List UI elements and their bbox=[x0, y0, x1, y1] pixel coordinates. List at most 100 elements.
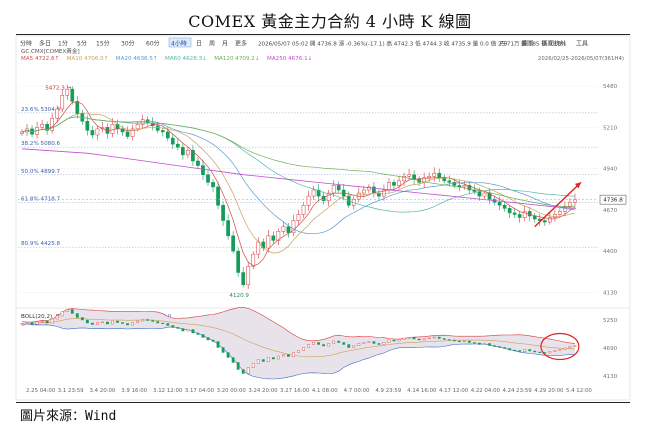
toolbar-button[interactable]: 區間統計 bbox=[542, 40, 566, 48]
candle-body bbox=[387, 182, 391, 191]
toolbar-button[interactable]: 畫圖 bbox=[521, 40, 533, 48]
boll-candle bbox=[106, 321, 109, 325]
boll-candle bbox=[156, 321, 160, 324]
period-tab[interactable]: 30分 bbox=[121, 40, 135, 48]
candle-body bbox=[196, 160, 200, 166]
trend-arrow-head bbox=[574, 182, 581, 189]
x-tick-label: 4.24 23:59 bbox=[502, 388, 532, 394]
boll-band-fill bbox=[22, 307, 575, 379]
boll-candle bbox=[206, 337, 210, 341]
boll-candle bbox=[573, 345, 577, 347]
candle-body bbox=[90, 130, 95, 136]
ma-legend-item: MA20 4636.5↑ bbox=[116, 55, 158, 62]
boll-candle bbox=[216, 341, 220, 348]
candle-body bbox=[432, 172, 437, 177]
boll-candle bbox=[196, 332, 200, 335]
price-tick-label: 4940 bbox=[603, 167, 618, 173]
boll-candle bbox=[231, 357, 235, 363]
period-tab[interactable]: 更多 bbox=[235, 40, 247, 48]
boll-candle bbox=[226, 352, 230, 358]
period-tab[interactable]: 分時 bbox=[20, 40, 32, 48]
candle-body bbox=[206, 174, 210, 183]
period-tab[interactable]: 4小時 bbox=[171, 40, 187, 48]
candle-body bbox=[522, 211, 527, 218]
boll-candle bbox=[126, 323, 129, 326]
boll-tick-label: 5250 bbox=[603, 318, 618, 324]
period-tab[interactable]: 月 bbox=[222, 41, 228, 48]
candle-body bbox=[60, 95, 65, 110]
fib-level-label: 50.0% 4899.7 bbox=[21, 169, 61, 175]
x-tick-label: 2.25 04:00 bbox=[26, 388, 56, 394]
candle-body bbox=[40, 124, 44, 128]
candle-body bbox=[306, 195, 311, 206]
toolbar-button[interactable]: F9 bbox=[500, 41, 507, 48]
ma-legend-item: MA250 4676.1↓ bbox=[267, 55, 312, 62]
candle-body bbox=[331, 185, 336, 194]
highlight-circle bbox=[540, 332, 580, 361]
fib-level-label: 23.6% 5304.8 bbox=[21, 107, 61, 113]
boll-candle bbox=[312, 342, 315, 345]
boll-candle bbox=[392, 339, 396, 342]
x-tick-label: 4.17 12:00 bbox=[439, 388, 469, 394]
boll-candle bbox=[60, 311, 64, 317]
boll-candle bbox=[377, 343, 381, 345]
boll-candle bbox=[211, 339, 215, 342]
candle-body bbox=[402, 176, 406, 182]
boll-candle bbox=[407, 337, 411, 339]
candle-body bbox=[175, 143, 180, 148]
boll-candle bbox=[478, 342, 481, 345]
period-tab[interactable]: 日 bbox=[196, 41, 202, 48]
boll-candle bbox=[292, 352, 295, 357]
boll-candle bbox=[337, 340, 341, 343]
boll-candle bbox=[498, 346, 501, 348]
boll-candle bbox=[452, 339, 456, 342]
boll-candle bbox=[85, 319, 89, 324]
fib-level-label: 38.2% 5080.6 bbox=[21, 141, 61, 147]
candle-body bbox=[382, 189, 386, 197]
instrument-label: GC.CMX[COMEX黃金] bbox=[21, 47, 80, 55]
period-tab[interactable]: 1分 bbox=[58, 40, 68, 48]
candle-body bbox=[246, 266, 251, 285]
boll-candle bbox=[101, 321, 104, 324]
boll-candle bbox=[563, 347, 567, 350]
candle-body bbox=[70, 88, 75, 102]
ma-legend-item: MA60 4628.3↓ bbox=[165, 55, 207, 62]
boll-candle bbox=[241, 369, 245, 374]
toolbar-button[interactable]: 工具 bbox=[576, 41, 588, 48]
boll-candle bbox=[111, 320, 114, 325]
x-tick-label: 4.9 23:59 bbox=[375, 388, 401, 394]
period-tab-active[interactable] bbox=[168, 37, 192, 48]
period-tab[interactable]: 15分 bbox=[96, 40, 110, 48]
candle-body bbox=[55, 108, 60, 119]
boll-candle bbox=[518, 350, 522, 352]
x-tick-label: 3.9 16:00 bbox=[121, 388, 147, 394]
price-tick-label: 5210 bbox=[603, 125, 618, 131]
candle-body bbox=[191, 150, 195, 162]
boll-upper-line bbox=[21, 306, 576, 344]
candle-body bbox=[221, 205, 225, 221]
boll-candle bbox=[181, 328, 185, 332]
candle-body bbox=[497, 201, 502, 206]
period-tab[interactable]: 5分 bbox=[77, 40, 87, 48]
ma-legend-item: MA120 4709.2↓ bbox=[214, 55, 259, 62]
x-tick-label: 3.20 00:00 bbox=[217, 388, 247, 394]
period-tab[interactable]: 多日 bbox=[39, 40, 51, 48]
boll-candle bbox=[397, 339, 401, 342]
candle-body bbox=[216, 186, 220, 206]
boll-candle bbox=[493, 345, 496, 347]
candle-body bbox=[568, 201, 572, 208]
bottom-divider bbox=[16, 402, 630, 403]
candle-body bbox=[276, 231, 281, 241]
boll-candle bbox=[251, 363, 255, 368]
boll-candle bbox=[96, 322, 99, 325]
page-title: COMEX 黃金主力合約 4 小時 K 線圖 bbox=[188, 12, 472, 31]
boll-candle bbox=[558, 349, 562, 351]
candle-body bbox=[311, 189, 316, 197]
boll-candle bbox=[332, 340, 336, 344]
period-tab[interactable]: 周 bbox=[209, 41, 215, 48]
boll-candle bbox=[417, 338, 421, 341]
boll-candle bbox=[488, 343, 491, 346]
candle-body bbox=[512, 212, 517, 215]
candle-body bbox=[20, 131, 24, 134]
period-tab[interactable]: 60分 bbox=[146, 40, 160, 48]
